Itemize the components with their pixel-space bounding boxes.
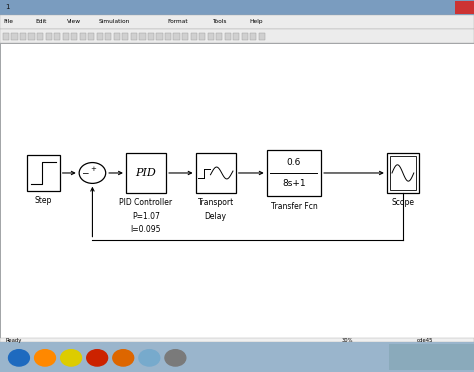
Bar (0, 338, 474, 342)
Bar (182, 33, 188, 40)
Bar (259, 33, 265, 40)
Bar (122, 33, 128, 40)
Bar (131, 33, 137, 40)
Text: Delay: Delay (205, 212, 227, 221)
Bar (105, 33, 111, 40)
Circle shape (165, 350, 186, 366)
Bar (63, 33, 69, 40)
Text: Step: Step (35, 196, 52, 205)
Text: 0.6: 0.6 (287, 158, 301, 167)
Circle shape (87, 350, 108, 366)
Text: Format: Format (168, 19, 189, 24)
Bar (390, 156, 416, 190)
Text: −: − (82, 168, 89, 177)
Bar (199, 33, 205, 40)
Bar (80, 33, 86, 40)
Bar (225, 33, 231, 40)
Bar (54, 33, 60, 40)
Text: PID Controller: PID Controller (119, 198, 173, 207)
Bar (11, 33, 18, 40)
Text: Transport: Transport (198, 198, 234, 207)
Text: Edit: Edit (36, 19, 47, 24)
Bar (27, 155, 60, 190)
Circle shape (61, 350, 82, 366)
Bar (455, 1, 474, 14)
Text: View: View (67, 19, 82, 24)
Bar (0, 43, 474, 338)
Text: Help: Help (250, 19, 264, 24)
Bar (139, 33, 146, 40)
Bar (266, 150, 321, 196)
Bar (165, 33, 171, 40)
Text: Tools: Tools (212, 19, 227, 24)
Text: File: File (4, 19, 14, 24)
Circle shape (9, 350, 29, 366)
Text: 30%: 30% (341, 337, 353, 343)
Circle shape (35, 350, 55, 366)
Bar (216, 33, 222, 40)
Bar (195, 154, 236, 193)
Bar (173, 33, 180, 40)
Text: 8s+1: 8s+1 (282, 179, 306, 188)
Bar (156, 33, 163, 40)
Text: Simulation: Simulation (99, 19, 130, 24)
Text: I=0.095: I=0.095 (131, 225, 161, 234)
Text: 1: 1 (6, 4, 10, 10)
Bar (233, 33, 239, 40)
Circle shape (139, 350, 160, 366)
Bar (20, 33, 26, 40)
Bar (3, 33, 9, 40)
Text: PID: PID (136, 168, 156, 178)
Bar (0, 29, 474, 43)
Bar (0, 342, 474, 372)
Bar (250, 33, 256, 40)
Bar (97, 33, 103, 40)
Circle shape (79, 163, 106, 183)
Text: P=1.07: P=1.07 (132, 212, 160, 221)
Bar (148, 33, 154, 40)
Bar (0, 0, 474, 15)
Bar (0, 15, 474, 29)
Bar (37, 33, 43, 40)
Bar (46, 33, 52, 40)
Text: Transfer Fcn: Transfer Fcn (271, 202, 317, 211)
Bar (242, 33, 248, 40)
Bar (126, 154, 166, 193)
Bar (114, 33, 120, 40)
Circle shape (113, 350, 134, 366)
Bar (191, 33, 197, 40)
Bar (208, 33, 214, 40)
Text: Scope: Scope (392, 198, 414, 207)
Bar (71, 33, 77, 40)
Bar (88, 33, 94, 40)
Text: ode45: ode45 (417, 337, 434, 343)
Bar (28, 33, 35, 40)
Text: Ready: Ready (6, 337, 22, 343)
Bar (387, 154, 419, 193)
Bar (389, 344, 474, 370)
Text: +: + (90, 166, 96, 171)
